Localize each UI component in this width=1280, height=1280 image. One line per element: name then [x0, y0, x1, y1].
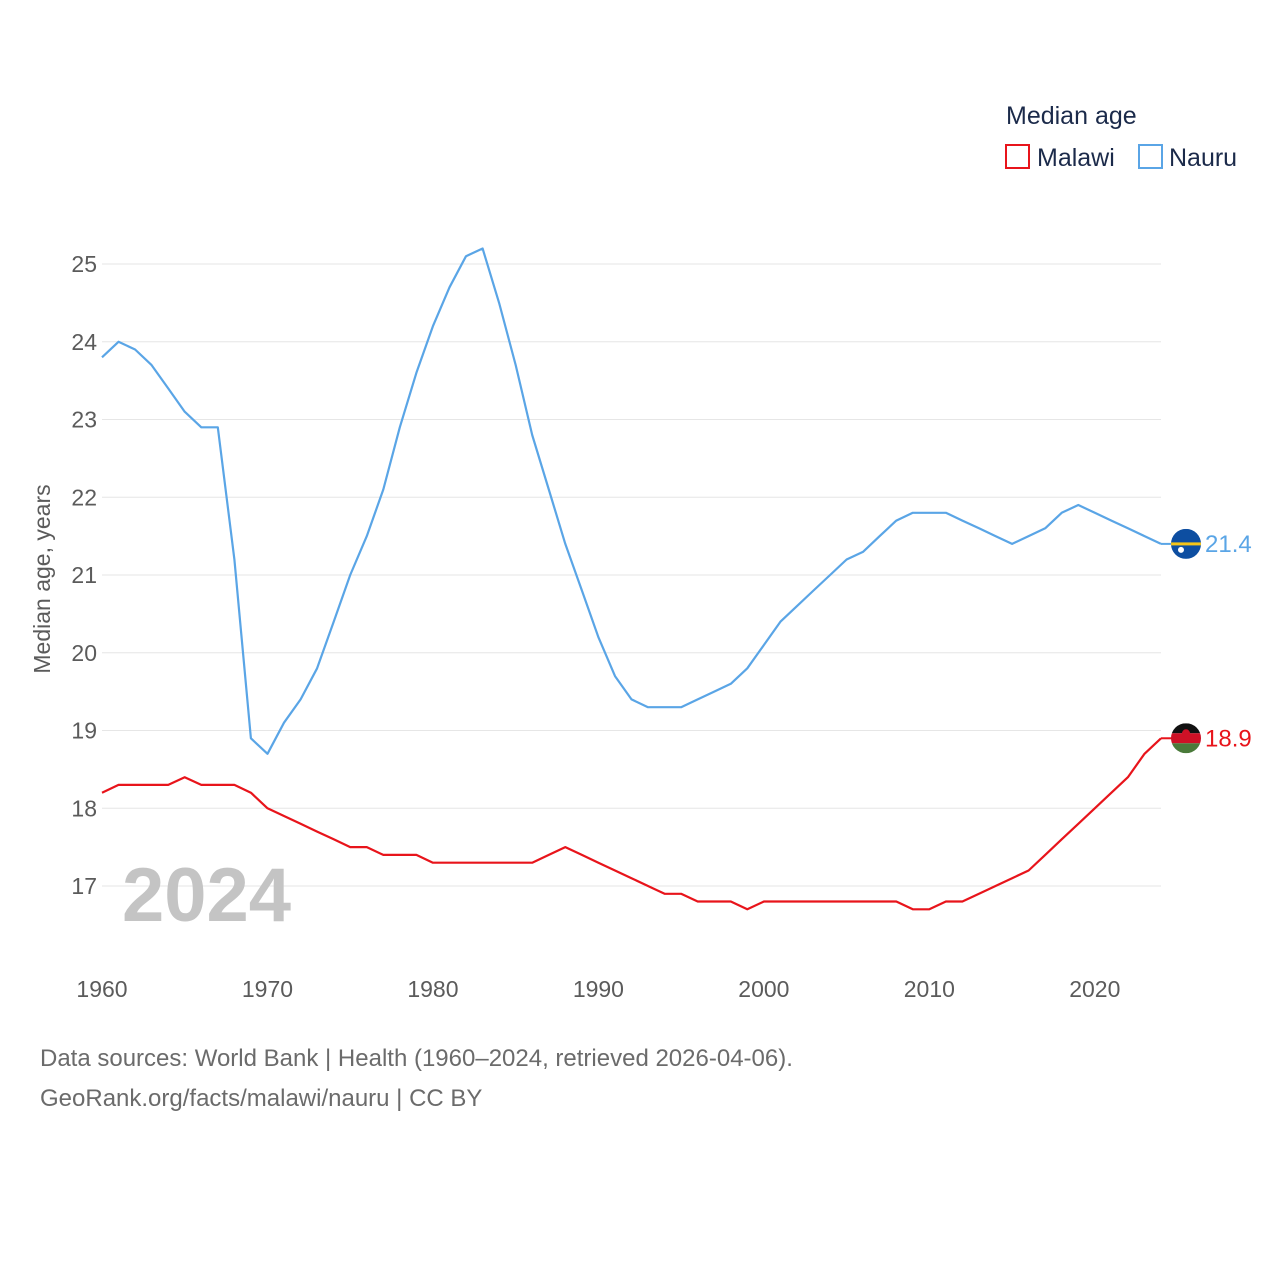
end-label-malawi: 18.9: [1205, 725, 1252, 752]
end-markers: 18.9 21.4: [1161, 528, 1252, 754]
y-tick-25: 25: [71, 251, 97, 277]
y-tick-19: 19: [71, 718, 97, 744]
source-line-2[interactable]: GeoRank.org/facts/malawi/nauru | CC BY: [40, 1085, 483, 1112]
x-tick-labels: 1960 1970 1980 1990 2000 2010 2020: [76, 976, 1120, 1002]
series-line-malawi[interactable]: [101, 737, 1162, 911]
y-tick-17: 17: [71, 873, 97, 899]
year-watermark: 2024: [122, 853, 291, 938]
legend-item-malawi[interactable]: Malawi: [1005, 144, 1115, 172]
series-line-nauru[interactable]: [101, 247, 1162, 755]
y-tick-labels: 17 18 19 20 21 22 23 24 25: [71, 251, 97, 899]
series-lines: [101, 247, 1162, 911]
x-tick-1960: 1960: [76, 976, 127, 1002]
y-tick-24: 24: [71, 329, 97, 355]
y-tick-20: 20: [71, 640, 97, 666]
x-tick-1980: 1980: [407, 976, 458, 1002]
x-tick-1970: 1970: [242, 976, 293, 1002]
x-tick-2020: 2020: [1069, 976, 1120, 1002]
legend-swatch-malawi: [1005, 144, 1030, 169]
x-tick-2000: 2000: [738, 976, 789, 1002]
legend-item-nauru[interactable]: Nauru: [1138, 144, 1237, 172]
y-tick-22: 22: [71, 484, 97, 510]
source-line-1: Data sources: World Bank | Health (1960–…: [40, 1045, 793, 1072]
y-axis-title: Median age, years: [29, 484, 55, 673]
legend-label-nauru: Nauru: [1169, 144, 1237, 172]
y-tick-21: 21: [71, 562, 97, 588]
nauru-flag-icon: [1171, 528, 1201, 559]
y-tick-18: 18: [71, 795, 97, 821]
x-tick-2010: 2010: [904, 976, 955, 1002]
end-label-nauru: 21.4: [1205, 531, 1252, 558]
y-tick-23: 23: [71, 407, 97, 433]
malawi-flag-icon: [1171, 723, 1201, 754]
x-tick-1990: 1990: [573, 976, 624, 1002]
legend: Median age Malawi Nauru: [1005, 102, 1237, 172]
legend-label-malawi: Malawi: [1037, 144, 1115, 172]
grid-lines: [102, 263, 1161, 887]
legend-swatch-nauru: [1138, 144, 1163, 169]
legend-title: Median age: [1006, 102, 1137, 130]
